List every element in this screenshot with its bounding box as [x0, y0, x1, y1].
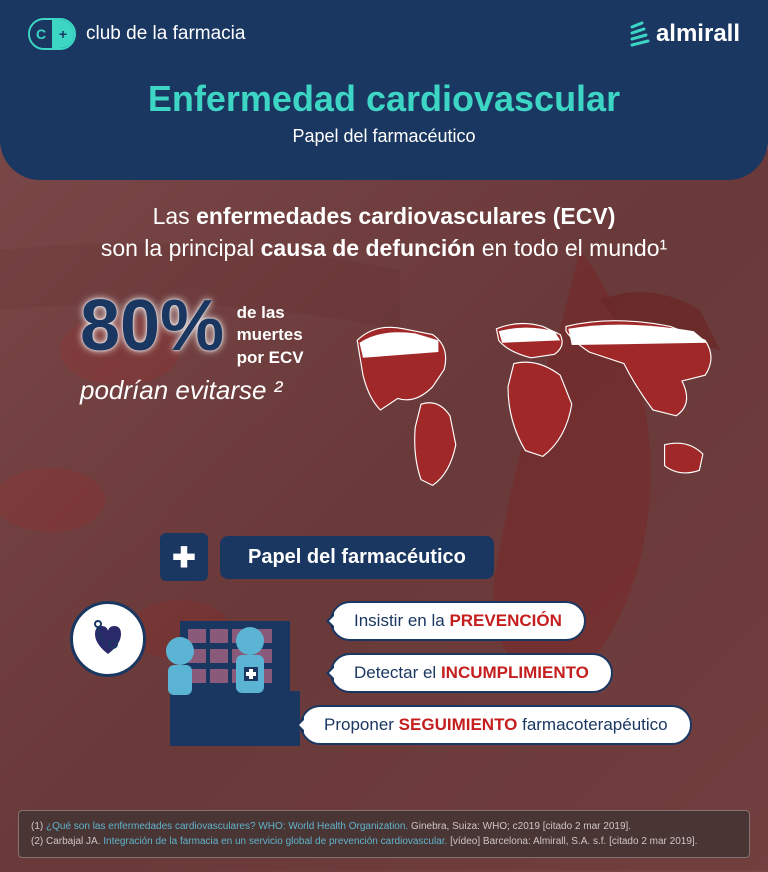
- bubble-followup: Proponer SEGUIMIENTO farmacoterapéutico: [300, 705, 692, 745]
- almirall-logo-icon: [628, 21, 650, 47]
- stat-caption: de las muertes por ECV: [237, 302, 304, 368]
- bubble-noncompliance: Detectar el INCUMPLIMIENTO: [330, 653, 613, 693]
- pharmacy-plus-icon: ✚: [160, 533, 208, 581]
- role-bar: ✚ Papel del farmacéutico: [160, 533, 728, 581]
- intro-text: Las enfermedades cardiovasculares (ECV) …: [40, 200, 728, 264]
- topbar: C + club de la farmacia almirall: [28, 18, 740, 50]
- references: (1) ¿Qué son las enfermedades cardiovasc…: [18, 810, 750, 858]
- pharmacy-counter-icon: [150, 611, 320, 761]
- body-area: Las enfermedades cardiovasculares (ECV) …: [0, 150, 768, 872]
- pharmacist-scene: Insistir en la PREVENCIÓN Detectar el IN…: [70, 601, 728, 771]
- brand-left-text: club de la farmacia: [86, 23, 245, 45]
- bubble-prevention: Insistir en la PREVENCIÓN: [330, 601, 586, 641]
- brand-right-text: almirall: [656, 20, 740, 48]
- ref-1: (1) ¿Qué son las enfermedades cardiovasc…: [31, 819, 737, 834]
- body-content: Las enfermedades cardiovasculares (ECV) …: [0, 150, 768, 771]
- page-subtitle: Papel del farmacéutico: [28, 126, 740, 147]
- stat-row: 80% de las muertes por ECV podrían evita…: [40, 294, 728, 503]
- stat-left: 80% de las muertes por ECV podrían evita…: [40, 294, 304, 405]
- role-label: Papel del farmacéutico: [220, 536, 494, 579]
- ref-2: (2) Carbajal JA. Integración de la farma…: [31, 834, 737, 849]
- stat-percentage: 80%: [80, 294, 224, 359]
- header: C + club de la farmacia almirall Enferme…: [0, 0, 768, 180]
- stethoscope-heart-icon: [70, 601, 146, 677]
- brand-almirall: almirall: [628, 20, 740, 48]
- page-title: Enfermedad cardiovascular: [28, 78, 740, 120]
- avoid-text: podrían evitarse ²: [80, 375, 304, 406]
- world-map-icon: [334, 294, 728, 503]
- brand-club-farmacia: C + club de la farmacia: [28, 18, 245, 50]
- pill-logo-icon: C +: [28, 18, 76, 50]
